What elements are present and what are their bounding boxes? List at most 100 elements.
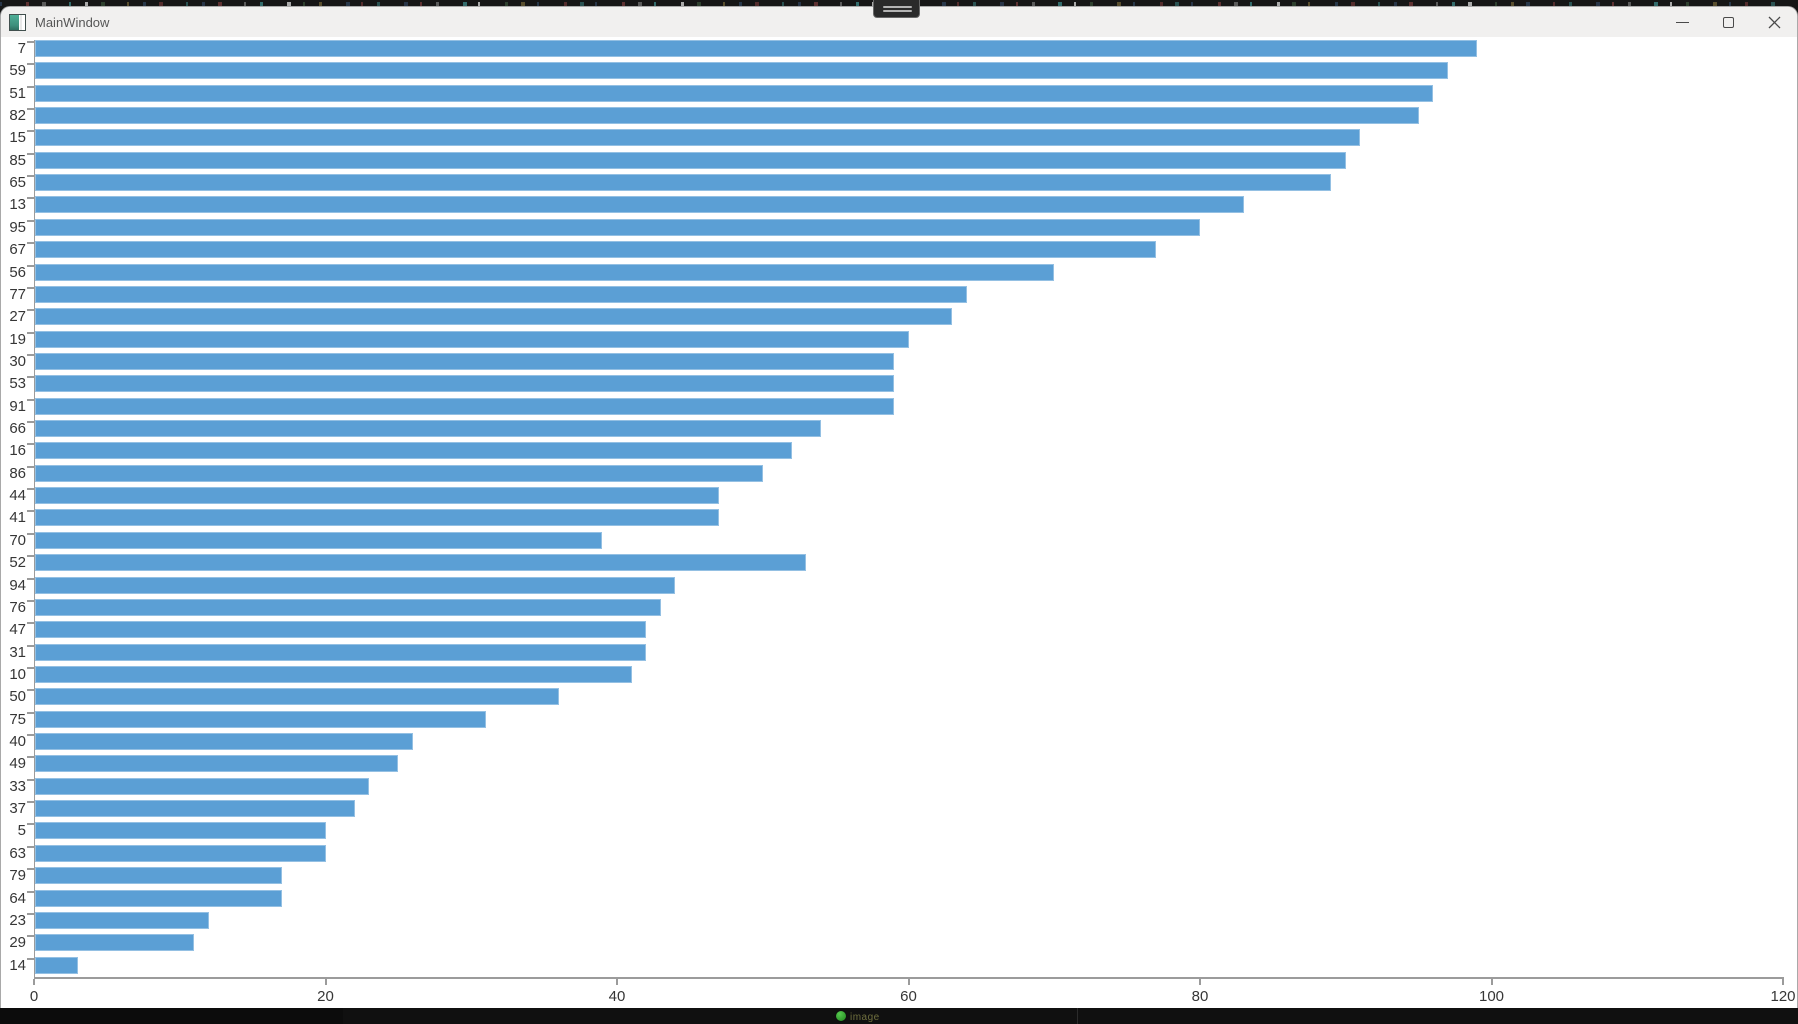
y-tick-mark bbox=[27, 577, 34, 580]
x-tick-mark bbox=[616, 979, 618, 985]
background-pixel-noise bbox=[143, 2, 146, 6]
background-pixel-noise bbox=[739, 2, 742, 6]
background-pixel-noise bbox=[1058, 2, 1062, 6]
x-tick-mark bbox=[324, 979, 327, 985]
background-pixel-noise bbox=[361, 2, 363, 6]
x-tick-label: 0 bbox=[29, 988, 39, 1005]
y-tick-label: 95 bbox=[9, 218, 26, 236]
y-tick-label: 94 bbox=[9, 576, 26, 594]
background-pixel-noise bbox=[377, 2, 380, 6]
y-tick-mark bbox=[27, 264, 34, 267]
y-tick-mark bbox=[27, 845, 34, 848]
background-pixel-noise bbox=[1526, 2, 1530, 6]
background-pixel-noise bbox=[505, 2, 508, 6]
background-pixel-noise bbox=[1670, 2, 1672, 6]
background-pixel-noise bbox=[1016, 2, 1018, 6]
y-tick-label: 29 bbox=[9, 934, 26, 952]
bar bbox=[35, 911, 209, 929]
y-tick-mark bbox=[27, 912, 34, 915]
background-pixel-noise bbox=[580, 2, 584, 6]
y-tick-label: 15 bbox=[9, 129, 26, 147]
bar bbox=[35, 218, 1200, 236]
y-tick-mark bbox=[27, 331, 34, 334]
y-tick-mark bbox=[27, 644, 34, 647]
bar bbox=[35, 330, 909, 348]
background-pixel-noise bbox=[1553, 2, 1555, 6]
y-tick-mark bbox=[27, 465, 34, 468]
y-tick-label: 75 bbox=[9, 710, 26, 728]
screen-edge-grabber[interactable] bbox=[873, 0, 920, 18]
background-pixel-noise bbox=[1452, 2, 1455, 6]
background-pixel-noise bbox=[260, 2, 263, 6]
background-pixel-noise bbox=[723, 2, 725, 6]
background-pixel-noise bbox=[1351, 2, 1355, 6]
y-tick-label: 51 bbox=[9, 84, 26, 102]
background-pixel-noise bbox=[1292, 2, 1296, 6]
y-tick-label: 63 bbox=[9, 844, 26, 862]
y-tick-mark bbox=[27, 734, 34, 737]
bar bbox=[35, 621, 647, 639]
y-tick-label: 47 bbox=[9, 621, 26, 639]
background-pixel-noise bbox=[0, 2, 2, 6]
y-tick-mark bbox=[27, 532, 34, 535]
window-title: MainWindow bbox=[35, 14, 110, 30]
background-pixel-noise bbox=[202, 2, 205, 6]
y-tick-label: 66 bbox=[9, 420, 26, 438]
y-tick-mark bbox=[27, 398, 34, 401]
y-tick-mark bbox=[27, 443, 34, 446]
y-tick-label: 50 bbox=[9, 688, 26, 706]
tray-status[interactable]: image bbox=[836, 1009, 880, 1024]
background-pixel-noise bbox=[69, 2, 71, 6]
bar bbox=[35, 241, 1157, 259]
y-tick-label: 82 bbox=[9, 107, 26, 125]
y-tick-label: 27 bbox=[9, 308, 26, 326]
background-pixel-noise bbox=[595, 2, 597, 6]
background-pixel-noise bbox=[1191, 2, 1193, 6]
y-tick-label: 23 bbox=[9, 911, 26, 929]
y-tick-mark bbox=[27, 353, 34, 356]
background-pixel-noise bbox=[478, 2, 480, 6]
bar bbox=[35, 956, 78, 974]
x-tick-mark bbox=[1782, 979, 1784, 985]
x-tick-label: 120 bbox=[1770, 988, 1796, 1005]
y-tick-label: 40 bbox=[9, 733, 26, 751]
background-pixel-noise bbox=[1378, 2, 1380, 6]
green-status-icon bbox=[836, 1011, 846, 1021]
x-tick-label: 80 bbox=[1191, 988, 1209, 1005]
background-pixel-noise bbox=[564, 2, 567, 6]
y-tick-mark bbox=[27, 890, 34, 893]
y-tick-mark bbox=[27, 957, 34, 960]
bar bbox=[35, 531, 603, 549]
bar bbox=[35, 285, 967, 303]
y-tick-label: 16 bbox=[9, 442, 26, 460]
y-tick-mark bbox=[27, 666, 34, 669]
bar-chart: 7 59 51 82 15 85 65 13 95 67 56 77 27 19 30 53 91 66 16 86 4… bbox=[1, 37, 1797, 1008]
background-pixel-noise bbox=[1032, 2, 1035, 6]
x-tick-mark bbox=[1490, 979, 1493, 985]
background-pixel-noise bbox=[537, 2, 539, 6]
background-pixel-noise bbox=[1596, 2, 1600, 6]
close-button[interactable] bbox=[1751, 7, 1797, 37]
bar bbox=[35, 844, 326, 862]
bar bbox=[35, 755, 399, 773]
bar bbox=[35, 420, 822, 438]
background-pixel-noise bbox=[622, 2, 625, 6]
y-tick-label: 85 bbox=[9, 151, 26, 169]
app-window-icon[interactable] bbox=[9, 13, 26, 31]
maximize-icon bbox=[1722, 16, 1734, 28]
background-pixel-noise bbox=[463, 2, 467, 6]
y-tick-mark bbox=[27, 108, 34, 111]
background-pixel-noise bbox=[42, 2, 46, 6]
minimize-button[interactable] bbox=[1659, 7, 1705, 37]
background-pixel-noise bbox=[638, 2, 642, 6]
y-tick-mark bbox=[27, 152, 34, 155]
background-pixel-noise bbox=[1234, 2, 1238, 6]
maximize-button[interactable] bbox=[1705, 7, 1751, 37]
background-pixel-noise bbox=[521, 2, 525, 6]
background-pixel-noise bbox=[1175, 2, 1179, 6]
bar bbox=[35, 308, 953, 326]
y-tick-label: 64 bbox=[9, 889, 26, 907]
background-pixel-noise bbox=[1160, 2, 1163, 6]
y-tick-label: 67 bbox=[9, 241, 26, 259]
background-pixel-noise bbox=[159, 2, 163, 6]
